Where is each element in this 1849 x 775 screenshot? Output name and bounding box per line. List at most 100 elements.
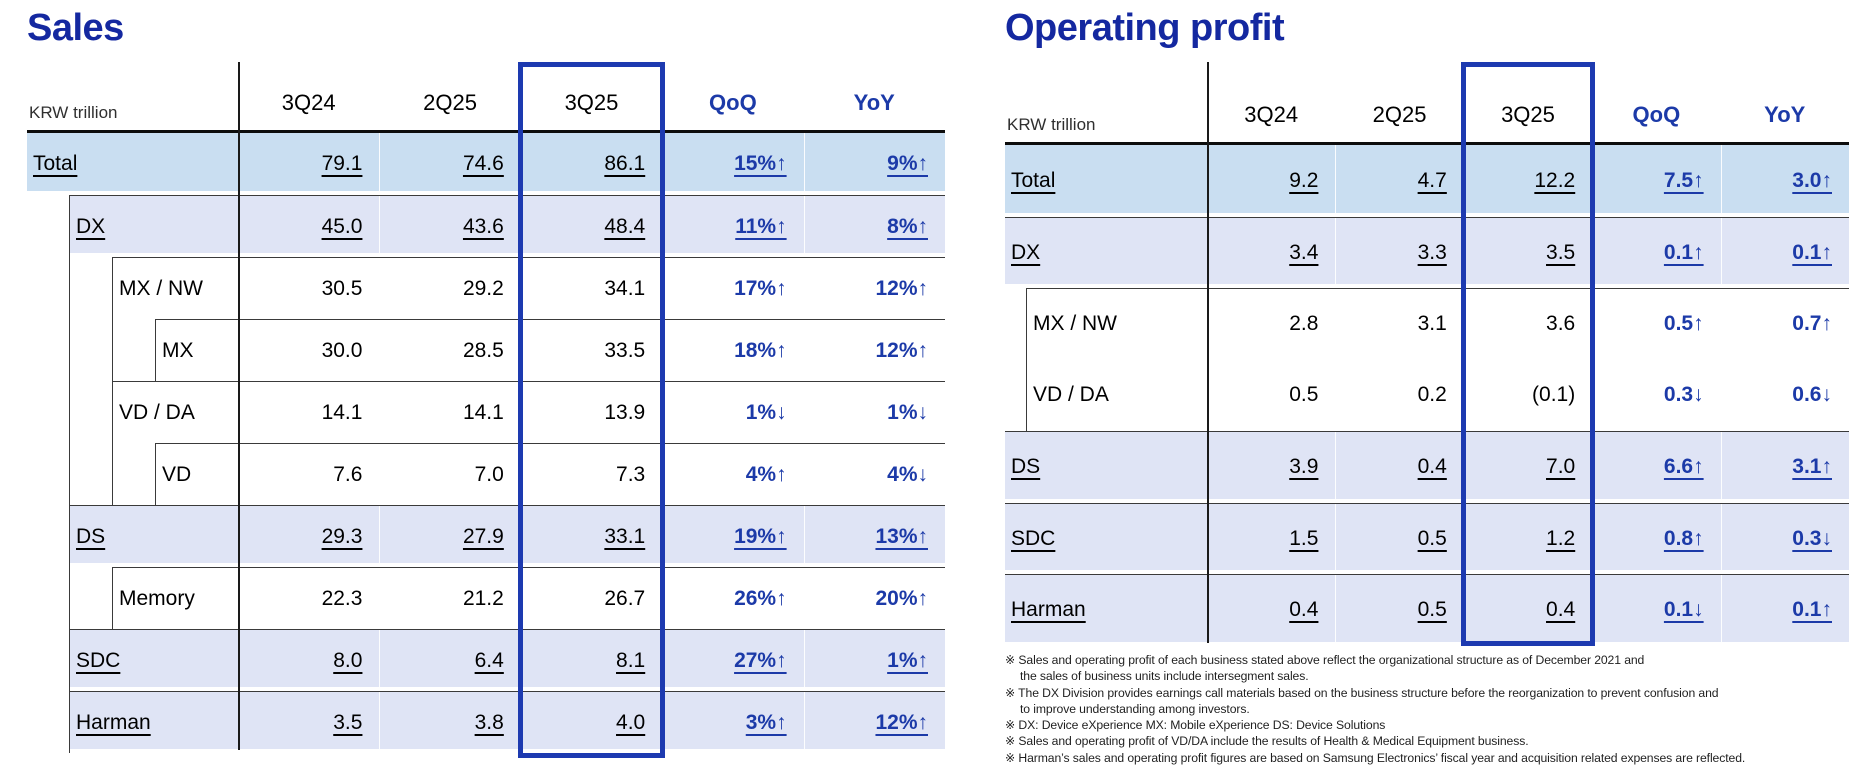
operating-profit-section: Operating profit KRW trillion 3Q24 2Q25 … [1005,7,1849,768]
quarter-value: 45.0 [321,214,363,238]
indent-gutter [70,443,113,505]
row-content: DS 29.3 27.9 33.1 19%↑ 13%↑ [70,505,945,567]
quarter-value: 7.6 [333,462,363,486]
row-content: DS 3.9 0.4 7.0 6.6↑ 3.1↑ [1005,431,1849,503]
yoy-value: 1%↑ [803,630,945,691]
sales-unit-cell: KRW trillion [27,62,238,130]
indent-gutter [70,257,113,319]
footnote-3: ※ DX: Device eXperience MX: Mobile eXper… [1005,717,1849,733]
yoy-value: 12%↑ [875,276,928,300]
indent-gutter [27,257,70,319]
row-label: VD [162,462,192,486]
row-label: MX / NW [119,276,203,300]
qoq-value: 6.6↑ [1663,455,1704,479]
table-row-mx-nw: MX / NW 30.5 29.2 34.1 17%↑ 12%↑ [27,257,945,319]
yoy-value: 0.6↓ [1792,383,1832,407]
table-row-sdc: SDC 1.5 0.5 1.2 0.8↑ 0.3↓ [1005,502,1849,574]
quarter-value: 13.9 [604,400,646,424]
row-content: Total 79.1 74.6 86.1 15%↑ 9%↑ [27,133,945,195]
indent-gutter [27,567,70,629]
operating-profit-unit-cell: KRW trillion [1005,62,1207,142]
quarter-value: 7.0 [1546,455,1576,479]
table-row-memory: Memory 22.3 21.2 26.7 26%↑ 20%↑ [27,567,945,629]
quarter-value: 86.1 [604,152,646,175]
quarter-value: 1.5 [1289,526,1319,550]
indent-gutter [27,691,70,753]
indent-gutter [1005,359,1027,431]
yoy-value: 3.0↑ [1720,145,1849,217]
qoq-value: 0.1↓ [1663,598,1704,622]
yoy-value: 3.1↑ [1720,432,1849,503]
table-row-ds: DS 29.3 27.9 33.1 19%↑ 13%↑ [27,505,945,567]
table-row-ds: DS 3.9 0.4 7.0 6.6↑ 3.1↑ [1005,431,1849,503]
row-label: Harman [76,710,151,734]
table-row-mx: MX 30.0 28.5 33.5 18%↑ 12%↑ [27,319,945,381]
indent-gutter [27,629,70,691]
quarter-value: 8.1 [616,648,646,672]
row-label: DX [76,214,106,238]
quarter-value: 26.7 [604,586,646,610]
footnote-line: ※ DX: Device eXperience MX: Mobile eXper… [1005,718,1386,733]
footnote-1: ※ Sales and operating profit of each bus… [1005,652,1849,685]
indent-gutter [113,443,156,505]
indent-gutter [27,195,70,257]
footnote-line: ※ Sales and operating profit of VD/DA in… [1005,734,1529,749]
yoy-value: 0.1↑ [1720,575,1849,646]
row-label: VD / DA [119,400,195,424]
quarter-value: 14.1 [321,400,363,424]
qoq-value: 19%↑ [734,524,787,548]
table-row-vd: VD 7.6 7.0 7.3 4%↑ 4%↓ [27,443,945,505]
row-content: Harman 0.4 0.5 0.4 0.1↓ 0.1↑ [1005,574,1849,646]
op-col-3q24: 3Q24 [1244,102,1299,127]
footnote-line: ※ The DX Division provides earnings call… [1005,685,1719,700]
quarter-value: 0.2 [1417,383,1447,407]
label-column-divider [1207,62,1209,643]
table-row-vd-da: VD / DA 14.1 14.1 13.9 1%↓ 1%↓ [27,381,945,443]
yoy-value: 0.3↓ [1720,503,1849,574]
row-label: SDC [76,648,121,672]
row-label: Harman [1011,598,1086,622]
yoy-value: 12%↑ [875,338,928,362]
row-content: SDC 1.5 0.5 1.2 0.8↑ 0.3↓ [1005,502,1849,574]
qoq-value: 0.3↓ [1663,383,1704,407]
quarter-value: 0.4 [1335,432,1463,503]
yoy-value: 20%↑ [875,586,928,610]
yoy-value: 8%↑ [803,196,945,257]
row-content: MX / NW 2.8 3.1 3.6 0.5↑ 0.7↑ [1027,288,1849,360]
quarter-value: 14.1 [462,400,504,424]
row-content: VD / DA 0.5 0.2 (0.1) 0.3↓ 0.6↓ [1027,359,1849,431]
table-row-harman: Harman 3.5 3.8 4.0 3%↑ 12%↑ [27,691,945,753]
row-content: MX / NW 30.5 29.2 34.1 17%↑ 12%↑ [113,257,945,319]
quarter-value: 79.1 [321,152,363,175]
indent-gutter [27,381,70,443]
indent-gutter [70,381,113,443]
quarter-value: 0.5 [1335,575,1463,646]
quarter-value: 74.6 [379,133,520,195]
quarter-value: 8.0 [333,648,363,672]
unit-label: KRW trillion [1007,115,1096,134]
table-row-mx-nw: MX / NW 2.8 3.1 3.6 0.5↑ 0.7↑ [1005,288,1849,360]
sales-col-yoy: YoY [853,90,895,115]
table-row-dx: DX 45.0 43.6 48.4 11%↑ 8%↑ [27,195,945,257]
indent-gutter [113,319,156,381]
sales-col-2q25: 2Q25 [423,90,477,115]
row-label: SDC [1011,526,1056,550]
quarter-value: 27.9 [379,506,520,567]
qoq-value: 0.5↑ [1663,312,1704,336]
quarter-value: 3.3 [1335,217,1463,288]
sales-col-3q25: 3Q25 [564,90,619,115]
indent-gutter [27,443,70,505]
footnote-line: ※ Sales and operating profit of each bus… [1005,653,1645,667]
row-label: DS [1011,455,1041,479]
sales-section: Sales KRW trillion 3Q24 2Q25 3Q25 QoQ Yo… [27,7,945,768]
quarter-value: 30.0 [321,338,363,362]
indent-gutter [27,505,70,567]
quarter-value: 29.2 [462,276,504,300]
yoy-value: 0.1↑ [1720,217,1849,288]
qoq-value: 17%↑ [734,276,787,300]
row-content: MX 30.0 28.5 33.5 18%↑ 12%↑ [156,319,945,381]
qoq-value: 3%↑ [745,710,787,734]
qoq-value: 0.8↑ [1663,526,1704,550]
footnotes: ※ Sales and operating profit of each bus… [1005,652,1849,766]
